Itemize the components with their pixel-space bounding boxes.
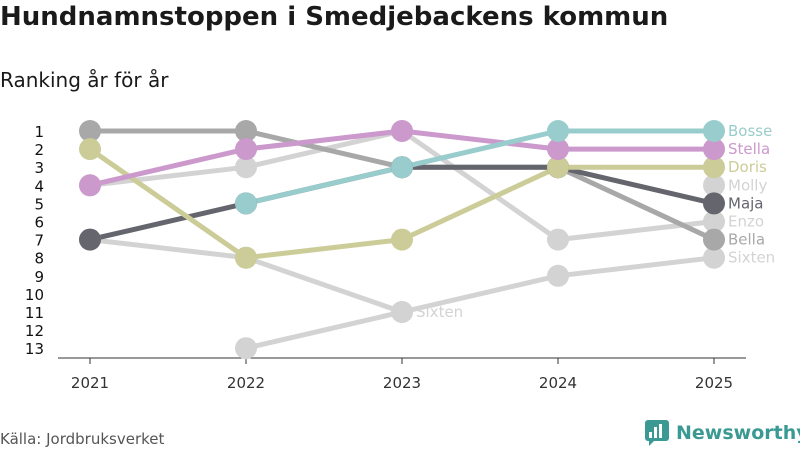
y-tick-label-13: 13: [25, 340, 44, 358]
series-line-doris: [243, 237, 405, 261]
x-tick-label-2021: 2021: [71, 374, 109, 392]
data-point-sixten-2024: [547, 264, 569, 287]
data-point-bella-2025: [703, 228, 725, 251]
series-line-sixten: [243, 309, 405, 351]
data-point-molly-2025: [703, 174, 725, 197]
page-title: Hundnamnstoppen i Smedjebackens kommun: [0, 2, 669, 32]
data-point-sixten-2022: [235, 337, 257, 360]
x-tick-label-2022: 2022: [227, 374, 265, 392]
series-line-stella: [399, 128, 561, 152]
data-point-doris-2022: [235, 246, 257, 269]
series-line-molly: [243, 255, 405, 315]
data-point-maja-2021: [79, 228, 101, 251]
series-line-sixten: [555, 255, 717, 279]
series-line-doris: [399, 164, 561, 243]
data-point-enzo-2022: [235, 156, 257, 179]
source-note: Källa: Jordbruksverket: [0, 430, 165, 448]
series-end-label-bella: Bella: [728, 231, 765, 249]
series-line-maja: [555, 164, 717, 206]
series-annotation-sixten: Sixten: [416, 303, 463, 321]
slope-chart: 2021 2022 2023 2024 202512345678910111213Six…: [25, 120, 775, 392]
x-tick-label-2025: 2025: [695, 374, 733, 392]
data-point-maja-2025: [703, 192, 725, 215]
data-point-doris-2021: [79, 138, 101, 161]
series-line-enzo: [87, 164, 249, 188]
series-line-doris: [87, 146, 249, 261]
series-end-label-stella: Stella: [728, 140, 770, 158]
bar-chart-speech-bubble-icon: [645, 420, 669, 446]
y-tick-label-11: 11: [25, 304, 44, 322]
y-tick-label-1: 1: [34, 123, 44, 141]
series-line-enzo: [399, 128, 561, 243]
data-point-stella-2023: [391, 120, 413, 142]
series-line-bella: [243, 128, 405, 170]
series-end-label-molly: Molly: [728, 176, 767, 194]
data-point-enzo-2024: [547, 228, 569, 251]
series-line-bosse: [243, 164, 405, 206]
data-point-molly-2023: [391, 301, 413, 323]
series-end-label-maja: Maja: [728, 194, 764, 212]
page-subtitle: Ranking år för år: [0, 68, 169, 92]
y-tick-label-2: 2: [34, 141, 44, 159]
data-point-enzo-2025: [703, 210, 725, 233]
data-point-stella-2021: [79, 174, 101, 197]
series-line-stella: [243, 128, 405, 152]
data-point-bella-2021: [79, 120, 101, 142]
y-tick-label-7: 7: [34, 232, 44, 250]
y-tick-label-5: 5: [34, 195, 44, 213]
brand-name: Newsworthy: [676, 422, 800, 444]
data-point-doris-2024: [547, 156, 569, 179]
series-line-stella: [87, 146, 249, 188]
y-tick-label-8: 8: [34, 250, 44, 268]
data-point-stella-2025: [703, 138, 725, 161]
data-point-bosse-2023: [391, 156, 413, 179]
series-end-label-enzo: Enzo: [728, 213, 764, 231]
series-line-bosse: [399, 128, 561, 170]
y-tick-label-4: 4: [34, 177, 44, 195]
y-tick-label-10: 10: [25, 286, 44, 304]
x-tick-label-2023: 2023: [383, 374, 421, 392]
series-line-enzo: [555, 219, 717, 243]
x-tick-label-2024: 2024: [539, 374, 577, 392]
series-end-label-sixten: Sixten: [728, 249, 775, 267]
y-tick-label-12: 12: [25, 322, 44, 340]
y-tick-label-9: 9: [34, 268, 44, 286]
data-point-doris-2023: [391, 228, 413, 251]
data-point-sixten-2025: [703, 246, 725, 269]
y-tick-label-3: 3: [34, 159, 44, 177]
series-line-molly: [87, 237, 249, 261]
data-point-stella-2022: [235, 138, 257, 161]
data-point-doris-2025: [703, 156, 725, 179]
series-end-label-doris: Doris: [728, 158, 767, 176]
y-tick-label-6: 6: [34, 214, 44, 232]
data-point-bella-2022: [235, 120, 257, 142]
series-end-label-bosse: Bosse: [728, 122, 772, 140]
data-point-stella-2024: [547, 138, 569, 161]
series-line-sixten: [399, 273, 561, 315]
data-point-bosse-2024: [547, 120, 569, 142]
series-line-maja: [87, 200, 249, 243]
data-point-bosse-2025: [703, 120, 725, 142]
data-point-bosse-2022: [235, 192, 257, 215]
brand-logo: Newsworthy: [644, 419, 800, 447]
series-line-bella: [555, 164, 717, 243]
